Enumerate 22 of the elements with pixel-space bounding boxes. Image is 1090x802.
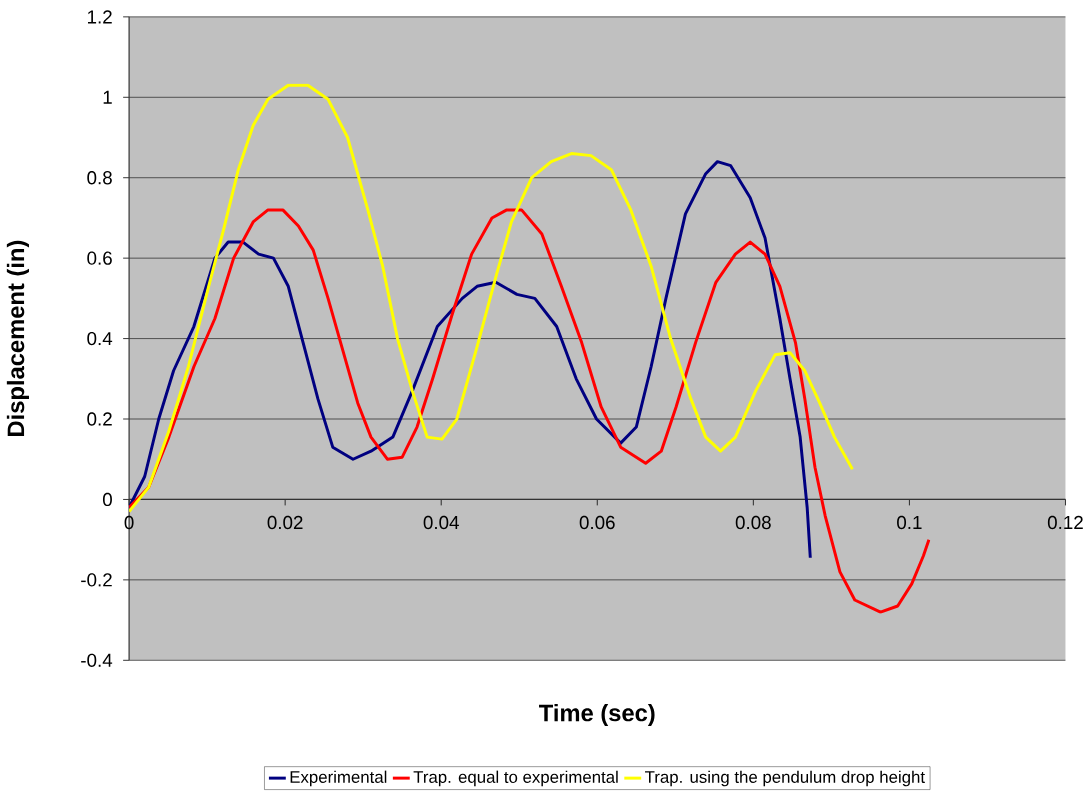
- x-tick-label: 0.04: [423, 515, 459, 530]
- y-tick-label: 1: [103, 90, 112, 104]
- y-tick-label: 0.4: [87, 331, 113, 346]
- line-series: [129, 83, 854, 513]
- x-tick-label: 0.06: [579, 515, 615, 530]
- x-axis-title: Time (sec): [539, 703, 655, 726]
- x-tick-label: 0.12: [1047, 515, 1083, 530]
- y-tick-label: -0.2: [81, 573, 112, 587]
- y-tick-label: 0.6: [87, 251, 112, 265]
- legend-label: Trap. equal to experimental: [413, 770, 618, 787]
- x-tick-label: 0.08: [735, 515, 771, 530]
- y-tick-label: 1.2: [88, 10, 112, 24]
- x-tick-label: 0: [124, 515, 134, 530]
- x-tick-label: 0.1: [897, 515, 922, 530]
- y-tick-label: 0.8: [87, 170, 112, 185]
- y-tick-label: 0: [102, 492, 112, 506]
- x-tick-label: 0.02: [267, 515, 303, 530]
- y-axis-title: Displacement (in): [6, 240, 29, 436]
- y-tick-label: -0.4: [81, 653, 113, 667]
- legend-label: Trap. using the pendulum drop height: [645, 770, 925, 787]
- y-tick-label: 0.2: [87, 412, 112, 426]
- legend-label: Experimental: [290, 770, 387, 787]
